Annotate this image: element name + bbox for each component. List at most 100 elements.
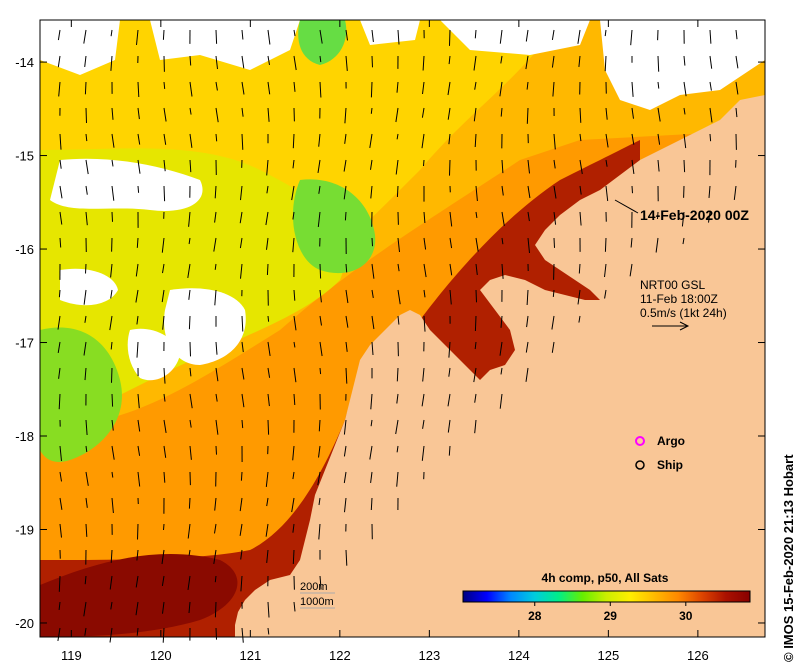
current-vector xyxy=(735,81,739,95)
current-vector xyxy=(59,237,62,248)
current-vector xyxy=(241,341,244,353)
current-vector xyxy=(423,263,427,278)
colorbar-ticks: 28 29 30 xyxy=(528,602,693,623)
current-vector xyxy=(188,289,191,300)
current-vector xyxy=(265,211,269,226)
current-vector xyxy=(448,55,451,65)
current-vector xyxy=(109,575,113,590)
current-vector xyxy=(629,263,633,277)
current-vector xyxy=(319,341,323,357)
current-vector xyxy=(422,55,425,71)
current-vector xyxy=(344,133,347,144)
current-vector xyxy=(161,549,165,565)
current-time-label: 11-Feb 18:00Z xyxy=(640,292,718,306)
current-vector xyxy=(579,185,582,195)
current-vector xyxy=(239,523,243,536)
current-vector xyxy=(58,367,61,379)
current-vector xyxy=(215,81,218,91)
current-vector xyxy=(527,211,530,222)
current-vector xyxy=(57,627,61,641)
current-vector xyxy=(370,107,373,114)
current-vector xyxy=(475,211,478,218)
current-vector xyxy=(657,211,659,220)
current-vector xyxy=(189,159,192,173)
current-vector xyxy=(371,263,375,279)
current-vector xyxy=(448,367,451,377)
lon-tick-label: 119 xyxy=(61,648,82,663)
current-vector xyxy=(421,133,425,149)
current-vector xyxy=(292,133,295,149)
current-vector xyxy=(370,393,373,410)
current-vector xyxy=(267,393,270,407)
current-vector xyxy=(58,393,61,410)
current-vector xyxy=(239,497,243,512)
current-vector xyxy=(657,81,660,89)
current-vector xyxy=(291,185,295,201)
current-vector xyxy=(240,549,243,560)
current-vector xyxy=(188,549,191,556)
current-vector xyxy=(422,367,425,382)
current-vector xyxy=(631,185,633,194)
current-vector xyxy=(267,341,271,356)
current-vector xyxy=(83,29,87,44)
current-vector xyxy=(188,315,191,330)
current-vector xyxy=(501,185,504,196)
current-vector xyxy=(162,601,165,614)
current-vector xyxy=(267,107,270,122)
current-vector xyxy=(188,211,191,227)
current-vector xyxy=(318,497,321,506)
current-vector xyxy=(85,107,87,124)
colorbar xyxy=(462,590,751,603)
current-vector xyxy=(239,237,243,249)
current-vector xyxy=(422,81,425,95)
lat-tick-label: -17 xyxy=(15,336,34,351)
current-vector xyxy=(345,55,348,71)
current-vector xyxy=(578,263,581,274)
current-vector xyxy=(553,133,556,150)
lat-tick-label: -18 xyxy=(15,429,34,444)
current-vector xyxy=(397,29,400,45)
current-vector xyxy=(215,445,217,455)
current-vector xyxy=(162,29,165,40)
current-vector xyxy=(473,107,477,122)
current-vector xyxy=(371,315,375,330)
current-vector xyxy=(397,315,400,325)
longitude-labels: 119 120 121 122 123 124 125 126 xyxy=(61,648,709,663)
depth-1000-label: 1000m xyxy=(300,596,334,608)
current-vector xyxy=(111,393,114,407)
current-vector xyxy=(475,237,479,252)
current-vector xyxy=(161,575,165,586)
current-vector xyxy=(214,263,217,270)
current-vector xyxy=(137,133,141,145)
timestamp-pointer xyxy=(614,199,639,214)
current-vector xyxy=(293,367,297,383)
current-vector xyxy=(395,107,399,123)
current-vector xyxy=(499,29,503,44)
current-vector xyxy=(397,263,400,272)
current-vector xyxy=(396,393,399,404)
current-vector xyxy=(110,29,113,37)
current-vector xyxy=(735,55,739,69)
lat-tick-label: -15 xyxy=(15,149,34,164)
current-vector xyxy=(137,185,140,193)
current-vector xyxy=(682,237,685,245)
current-vector xyxy=(579,211,582,226)
current-vector xyxy=(318,419,321,432)
current-vector xyxy=(319,289,322,303)
current-source-label: NRT00 GSL xyxy=(640,278,705,292)
current-vector xyxy=(187,575,191,590)
current-vector xyxy=(137,81,140,98)
current-vector xyxy=(370,81,373,98)
current-vector xyxy=(500,367,503,375)
current-vector xyxy=(293,393,296,406)
current-vector xyxy=(163,445,167,458)
current-vector xyxy=(421,445,425,461)
current-vector xyxy=(343,471,347,484)
colorbar-title: 4h comp, p50, All Sats xyxy=(542,571,669,585)
current-vector xyxy=(501,211,505,226)
current-vector xyxy=(188,601,191,614)
lat-tick-label: -19 xyxy=(15,522,34,537)
current-vector xyxy=(213,549,217,564)
current-vector xyxy=(293,81,296,92)
current-vector xyxy=(189,419,192,428)
